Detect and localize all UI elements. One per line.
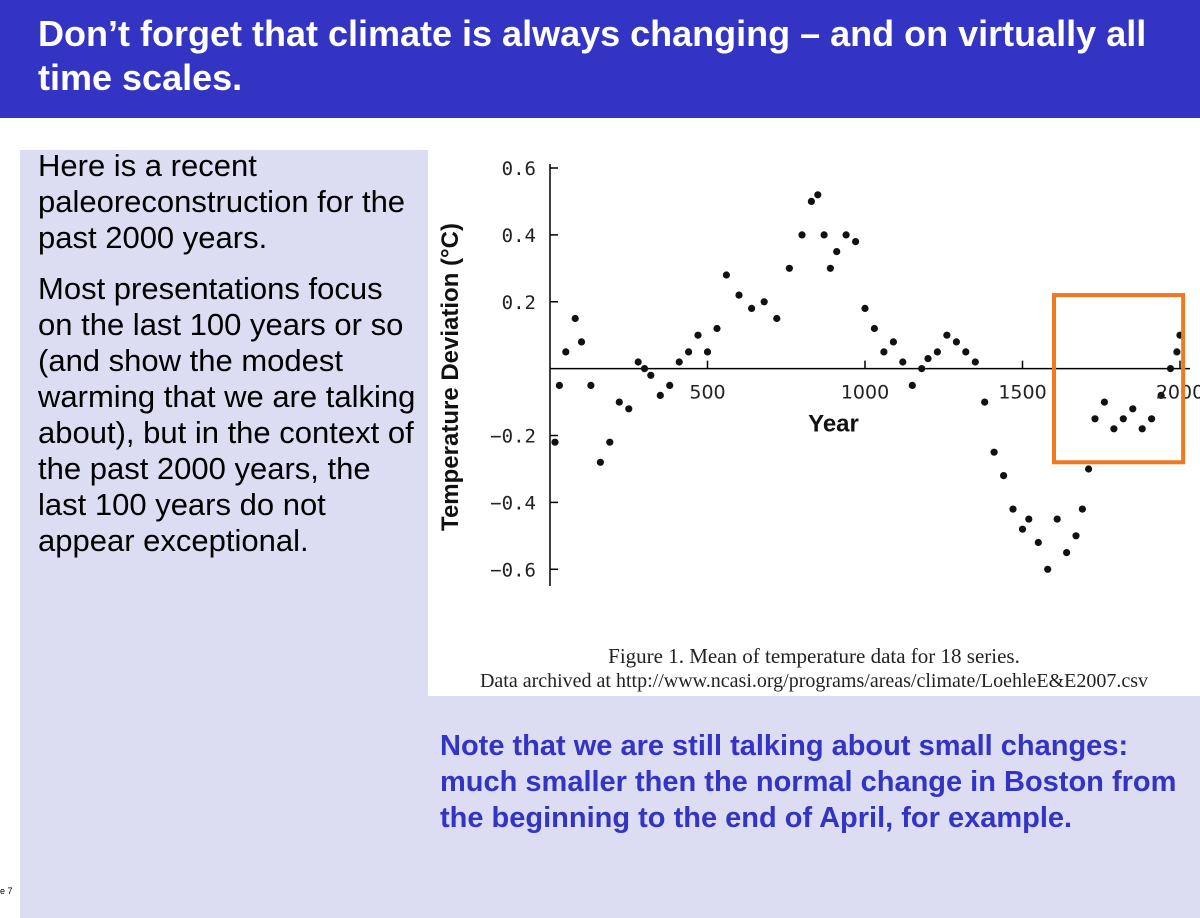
x-axis-label: Year [808,411,859,438]
data-point [555,381,563,389]
data-point [933,348,941,356]
data-point [990,448,998,456]
data-point [952,338,961,346]
data-point [647,371,655,379]
data-point [703,348,712,356]
data-point [1085,465,1093,473]
y-tick-label: 0.6 [502,158,536,180]
data-point [981,398,989,406]
data-point [1053,515,1061,523]
y-tick-label: −0.4 [490,492,536,514]
title-bar: Don’t forget that climate is always chan… [0,0,1200,118]
data-point [807,197,815,205]
data-point [1063,549,1071,557]
paragraph-context: Most presentations focus on the last 100… [38,271,416,558]
y-tick-label: −0.2 [490,426,536,448]
data-point [861,304,869,312]
data-point [722,271,730,279]
y-axis-label: Temperature Deviation (°C) [437,223,464,531]
data-point [615,398,623,406]
data-point [713,324,721,333]
data-point [820,231,828,239]
data-point [1100,398,1108,406]
data-point [1091,415,1099,423]
y-tick-label: 0.2 [502,292,536,314]
data-point [1044,565,1052,573]
data-point [1110,425,1118,433]
data-point [785,264,793,272]
data-point [634,358,642,366]
chart-axes [549,164,1190,586]
data-point [1173,348,1181,356]
figure-source: Data archived at http://www.ncasi.org/pr… [479,670,1149,692]
data-point [880,348,888,356]
y-tick-label: 0.4 [502,225,536,247]
data-point [571,314,579,323]
highlight-box [1052,293,1186,465]
data-point [1157,391,1165,399]
data-point [814,191,822,199]
data-point [760,298,768,306]
data-point [1129,405,1137,413]
data-point [889,338,897,346]
y-tick-label: −0.6 [490,559,536,581]
paragraph-intro: Here is a recent paleoreconstruction for… [38,148,406,255]
data-point [826,264,834,272]
data-point [908,381,916,389]
data-point [1119,415,1127,423]
slide-title: Don’t forget that climate is always chan… [38,13,1147,98]
data-point [640,365,649,373]
data-point [1072,532,1080,540]
data-point [899,358,907,366]
data-point [1078,505,1086,513]
data-point [943,331,951,339]
data-point [1009,505,1017,513]
data-point [551,438,559,446]
x-tick-label: 500 [689,382,725,404]
note-text: Note that we are still talking about sma… [440,730,1177,834]
note-panel [428,696,1200,918]
data-point [587,381,595,389]
data-point [666,381,674,389]
chart-points [551,191,1184,573]
x-tick-label: 1500 [998,382,1046,404]
data-point [748,304,756,312]
data-point [675,358,683,366]
data-point [577,338,586,346]
data-point [971,358,979,366]
data-point [842,231,850,239]
data-point [870,324,878,333]
x-tick-label: 1000 [841,382,889,404]
data-point [656,391,664,399]
data-point [694,331,702,339]
data-point [918,365,926,373]
data-point [773,314,781,323]
data-point [798,231,806,239]
x-tick-label: 2000 [1156,382,1200,404]
figure-caption: Figure 1. Mean of temperature data for 1… [608,644,1020,668]
chart-figure: 0.6 0.4 0.2 −0.2 −0.4 −0.6 500 1000 1500 2000 Year… [428,150,1200,696]
data-point [1000,472,1008,480]
chart-labels: 0.6 0.4 0.2 −0.2 −0.4 −0.6 500 1000 1500 2000 Year… [437,158,1200,581]
data-point [962,348,970,356]
data-point [1166,365,1175,373]
left-panel [20,150,428,918]
data-point [562,348,570,356]
data-point [685,348,693,356]
data-point [1018,525,1027,533]
data-point [596,458,604,466]
data-point [1138,425,1146,433]
data-point [606,438,614,446]
slide-number: e 7 [0,886,13,896]
data-point [625,405,633,413]
data-point [924,355,932,363]
data-point [833,248,841,256]
data-point [852,238,860,246]
chart-svg: 0.6 0.4 0.2 −0.2 −0.4 −0.6 500 1000 1500 2000 Year… [437,158,1200,586]
data-point [1148,415,1156,423]
data-point [1025,515,1033,523]
body-text: Here is a recent paleoreconstruction for… [38,148,418,574]
data-point [1034,538,1042,547]
data-point [735,291,743,299]
